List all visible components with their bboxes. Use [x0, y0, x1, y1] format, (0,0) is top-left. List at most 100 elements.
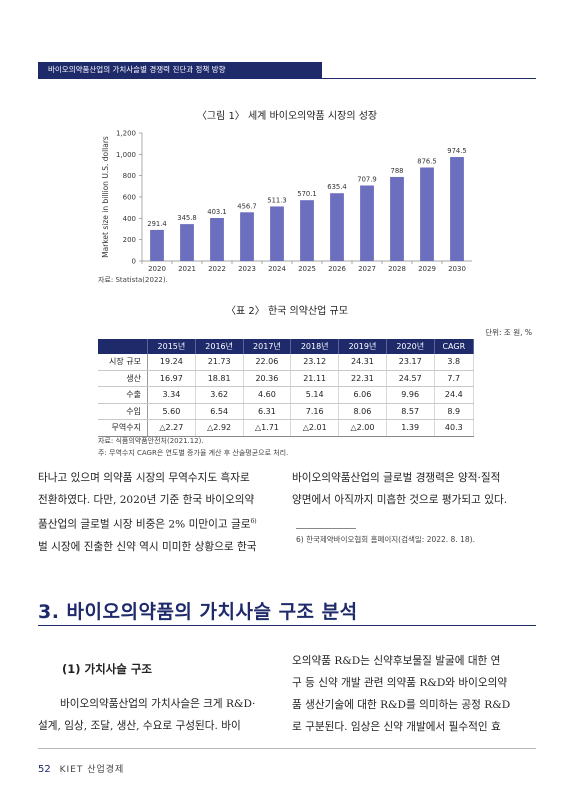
row-header: 생산: [98, 370, 148, 387]
table-cell: 21.11: [290, 370, 340, 387]
table-unit: 단위: 조 원, %: [485, 328, 532, 337]
section-title: 3. 바이오의약품의 가치사슬 구조 분석: [38, 601, 358, 623]
table-cell: 40.3: [434, 419, 475, 437]
bar: [330, 193, 344, 261]
table-cell: 24.31: [338, 354, 387, 371]
bar-value-label: 291.4: [147, 220, 166, 228]
y-axis-label: Market size in billion U.S. dollars: [101, 136, 110, 258]
body-line: 품산업의 글로벌 시장 비중은 2% 미만이고 글로6): [38, 518, 257, 531]
body-line: 품 생산기술에 대한 R&D를 의미하는 공정 R&D: [292, 699, 511, 711]
y-tick-label: 1,200: [116, 130, 136, 138]
market-bar-chart: Market size in billion U.S. dollars 0 200…: [101, 130, 472, 273]
x-tick-label: 2023: [238, 265, 256, 273]
bar-value-label: 788: [391, 167, 404, 175]
table-cell: 23.12: [290, 354, 340, 371]
column-header: 2019년: [338, 339, 387, 354]
table-row: 무역수지 △2.27 △2.92 △1.71 △2.01 △2.00 1.39 40.3: [98, 419, 475, 437]
table-cell: 3.62: [195, 386, 244, 404]
x-tick-label: 2026: [328, 265, 346, 273]
column-header: CAGR: [434, 339, 475, 354]
body-line: 로 구분된다. 임상은 신약 개발에서 필수적인 효: [292, 721, 501, 733]
journal-name: KIET 산업경제: [59, 765, 125, 775]
right-column: 바이오의약품산업의 글로벌 경쟁력은 양적·질적 양면에서 아직까지 미흡한 것…: [292, 467, 538, 511]
table-cell: 7.16: [290, 403, 340, 420]
bar: [240, 212, 254, 261]
table-cell: 4.60: [243, 386, 292, 404]
figure-title: 〈그림 1〉 세계 바이오의약품 시장의 성장: [196, 111, 378, 122]
bar: [300, 200, 314, 261]
table-cell: △2.00: [338, 419, 387, 437]
bar-value-label: 456.7: [237, 202, 256, 210]
x-tick-label: 2028: [388, 265, 406, 273]
body-line: 오의약품 R&D는 신약후보물질 발굴에 대한 연: [292, 655, 501, 667]
body-line: 전환하였다. 다만, 2020년 기준 한국 바이오의약: [38, 494, 255, 506]
table-cell: △2.01: [290, 419, 340, 437]
x-tick-label: 2020: [148, 265, 166, 273]
bar-value-label: 635.4: [327, 183, 346, 191]
footnote-marker: 6): [250, 518, 257, 525]
section-rule: [38, 625, 536, 626]
table-cell: 19.24: [147, 354, 196, 371]
body-line: 양면에서 아직까지 미흡한 것으로 평가되고 있다.: [292, 494, 508, 506]
x-tick-label: 2024: [268, 265, 286, 273]
table-row: 시장 규모 19.24 21.73 22.06 23.12 24.31 23.17 3.8: [98, 354, 475, 371]
table-cell: △2.27: [147, 419, 196, 437]
row-header: 무역수지: [98, 419, 148, 437]
table-cell: 18.81: [195, 370, 244, 387]
bar: [390, 176, 404, 261]
table-cell: 21.73: [195, 354, 244, 371]
row-header: 수입: [98, 403, 148, 420]
bar: [270, 206, 284, 261]
footnote-rule: [296, 528, 356, 529]
table-cell: 7.7: [434, 370, 475, 387]
y-tick-label: 1,000: [116, 151, 136, 159]
page-footer: 52 KIET 산업경제: [38, 762, 124, 775]
x-tick-label: 2025: [298, 265, 316, 273]
table-cell: 16.97: [147, 370, 196, 387]
x-tick-label: 2021: [178, 265, 196, 273]
bar: [360, 185, 374, 261]
bar-value-label: 876.5: [417, 158, 436, 166]
table-cell: 5.60: [147, 403, 196, 420]
body-line: 타나고 있으며 의약품 시장의 무역수지도 흑자로: [38, 472, 250, 484]
table-cell: 22.31: [338, 370, 387, 387]
table-cell: △1.71: [243, 419, 292, 437]
table-cell: 6.54: [195, 403, 244, 420]
table-note: 주: 무역수지 CAGR은 연도별 증가율 계산 후 산술평균으로 처리.: [98, 449, 289, 457]
bar-value-label: 570.1: [297, 190, 316, 198]
x-tick-label: 2027: [358, 265, 376, 273]
y-tick-label: 600: [123, 194, 136, 202]
y-tick-label: 400: [123, 215, 136, 223]
table-row: 수출 3.34 3.62 4.60 5.14 6.06 9.96 24.4: [98, 386, 475, 404]
bar-value-label: 345.8: [177, 214, 196, 222]
column-header: 2018년: [290, 339, 340, 354]
body-line: 바이오의약품산업의 글로벌 경쟁력은 양적·질적: [292, 472, 501, 484]
bar-value-label: 403.1: [207, 208, 226, 216]
bar: [180, 224, 194, 261]
industry-size-table: 2015년 2016년 2017년 2018년 2019년 2020년 CAGR 시장 규모…: [98, 339, 475, 437]
table-cell: 3.8: [434, 354, 475, 371]
row-header: 시장 규모: [98, 354, 148, 371]
table-source: 자료: 식품의약품안전처(2021.12).: [98, 437, 204, 445]
table-cell: △2.92: [195, 419, 244, 437]
running-header: 바이오의약품산업의 가치사슬별 경쟁력 진단과 정책 방향: [38, 62, 322, 78]
bar-value-label: 974.5: [447, 147, 466, 155]
table-cell: 8.57: [386, 403, 435, 420]
figure-source: 자료: Statista(2022).: [98, 276, 168, 284]
body-line: 설계, 임상, 조달, 생산, 수요로 구성된다. 바이: [38, 720, 241, 732]
table-cell: 8.06: [338, 403, 387, 420]
table-cell: 24.4: [434, 386, 475, 404]
table-cell: 9.96: [386, 386, 435, 404]
table-cell: 6.31: [243, 403, 292, 420]
y-tick-label: 0: [132, 258, 136, 266]
bar-value-label: 511.3: [267, 196, 286, 204]
section-right-column: 오의약품 R&D는 신약후보물질 발굴에 대한 연 구 등 신약 개발 관련 의…: [292, 650, 538, 738]
bar: [150, 229, 164, 261]
table-cell: 20.36: [243, 370, 292, 387]
bar-value-label: 707.9: [357, 175, 376, 183]
footer-rule: [38, 748, 536, 749]
y-tick-label: 200: [123, 236, 136, 244]
page-number: 52: [38, 764, 51, 775]
column-header: 2020년: [386, 339, 435, 354]
bar: [420, 167, 434, 261]
